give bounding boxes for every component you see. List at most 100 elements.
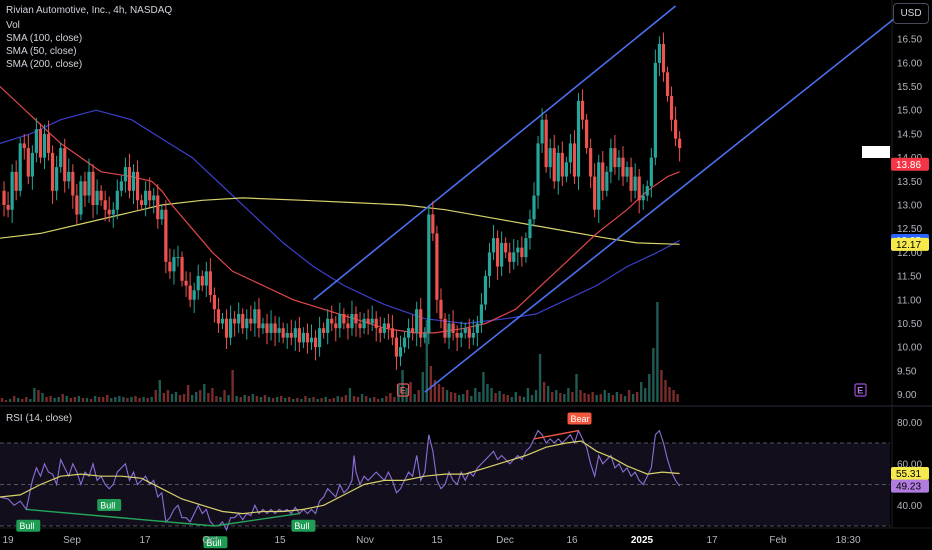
- rsi-tick-label: 80.00: [897, 418, 922, 429]
- candle-body: [184, 280, 188, 286]
- volume-bar: [534, 390, 538, 402]
- earnings-marker-label: E: [857, 386, 863, 396]
- candle-body: [609, 148, 613, 172]
- volume-bar: [652, 348, 655, 402]
- time-tick-label: 15: [431, 535, 443, 546]
- price-tick-label: 15.50: [897, 82, 922, 93]
- volume-bar: [441, 387, 445, 402]
- volume-bar: [219, 397, 222, 402]
- volume-bar: [170, 394, 174, 402]
- bull-signal: Bull: [16, 519, 41, 532]
- signal-badge: [203, 536, 228, 549]
- volume-bar: [106, 395, 109, 402]
- candle-body: [370, 318, 374, 324]
- candle-body: [119, 181, 123, 191]
- candle-body: [208, 271, 212, 296]
- volume-bar: [45, 397, 48, 402]
- candle-body: [55, 167, 59, 191]
- candle-body: [269, 323, 273, 333]
- price-tick-label: 11.00: [897, 295, 922, 306]
- volume-bar: [676, 394, 679, 402]
- candle-body: [471, 332, 475, 338]
- earnings-marker: E: [854, 383, 867, 397]
- price-candles: [2, 32, 682, 370]
- volume-bar: [336, 396, 339, 402]
- volume-bar: [150, 397, 153, 402]
- candle-body: [326, 318, 330, 333]
- candle-body: [38, 129, 43, 158]
- candle-body: [597, 162, 601, 210]
- candle-body: [443, 318, 447, 338]
- candle-body: [402, 337, 407, 348]
- candle-body: [398, 347, 403, 357]
- candle-body: [556, 152, 560, 182]
- candle-body: [196, 276, 200, 291]
- candle-body: [657, 43, 662, 63]
- candle-body: [313, 337, 318, 348]
- volume-bar: [126, 398, 129, 402]
- candle-body: [576, 100, 581, 177]
- candle-body: [394, 337, 399, 357]
- candle-body: [605, 171, 609, 191]
- candle-body: [164, 209, 168, 262]
- volume-bar: [118, 396, 121, 402]
- volume-bar: [69, 398, 72, 402]
- candle-body: [386, 323, 390, 329]
- candle-body: [309, 337, 314, 343]
- price-tick-label: 10.00: [897, 343, 922, 354]
- volume-bar: [279, 396, 283, 402]
- volume-bar: [356, 397, 360, 402]
- volume-bar: [413, 394, 416, 402]
- volume-bar: [591, 392, 594, 402]
- signal-badge: [291, 519, 316, 532]
- candle-body: [625, 167, 629, 177]
- volume-bar: [110, 398, 113, 402]
- volume-bar: [664, 380, 667, 402]
- time-tick-label: Dec: [496, 535, 514, 546]
- candle-body: [560, 152, 564, 177]
- candle-body: [350, 313, 354, 329]
- candle-body: [483, 276, 488, 305]
- volume-bar: [255, 396, 259, 402]
- volume-bar: [223, 390, 226, 402]
- axis-labels: 9.00 9.50 10.00 10.50 11.00 11.50 12.00 12.50 13…: [2, 11, 929, 546]
- candle-body: [334, 323, 338, 329]
- candle-body: [637, 176, 641, 201]
- volume-bar: [251, 394, 255, 402]
- crosshair-price-box: [862, 146, 890, 158]
- currency-button[interactable]: USD: [893, 3, 929, 24]
- sma50-line: [0, 86, 680, 334]
- volume-bar: [368, 398, 372, 402]
- candle-body: [374, 318, 378, 329]
- candle-body: [212, 295, 217, 310]
- candle-body: [148, 190, 152, 201]
- volume-bar: [101, 397, 105, 402]
- candle-body: [673, 119, 678, 139]
- sma100-legend: SMA (100, close): [6, 33, 83, 44]
- price-tick-label: 9.00: [897, 390, 917, 401]
- volume-bar: [373, 397, 376, 402]
- volume-bar: [640, 382, 643, 402]
- volume-bar: [97, 397, 101, 402]
- bull-signal: Bull: [97, 498, 122, 511]
- candle-body: [532, 195, 536, 220]
- bull-signal: Bull: [291, 519, 316, 532]
- volume-bar: [437, 384, 441, 402]
- volume-bar: [166, 390, 170, 402]
- candle-body: [669, 96, 674, 120]
- volume-bar: [409, 382, 412, 402]
- candle-body: [172, 257, 176, 272]
- volume-bar: [575, 374, 578, 402]
- price-tick-label: 12.50: [897, 224, 922, 235]
- candle-body: [2, 190, 6, 205]
- candle-body: [463, 328, 467, 333]
- candle-body: [491, 238, 496, 253]
- volume-bar: [555, 390, 558, 402]
- time-tick-label: Feb: [769, 535, 787, 546]
- signal-label: Bear: [571, 414, 590, 424]
- volume-bar: [405, 388, 408, 402]
- candle-body: [257, 309, 261, 329]
- sma100-line: [0, 109, 680, 325]
